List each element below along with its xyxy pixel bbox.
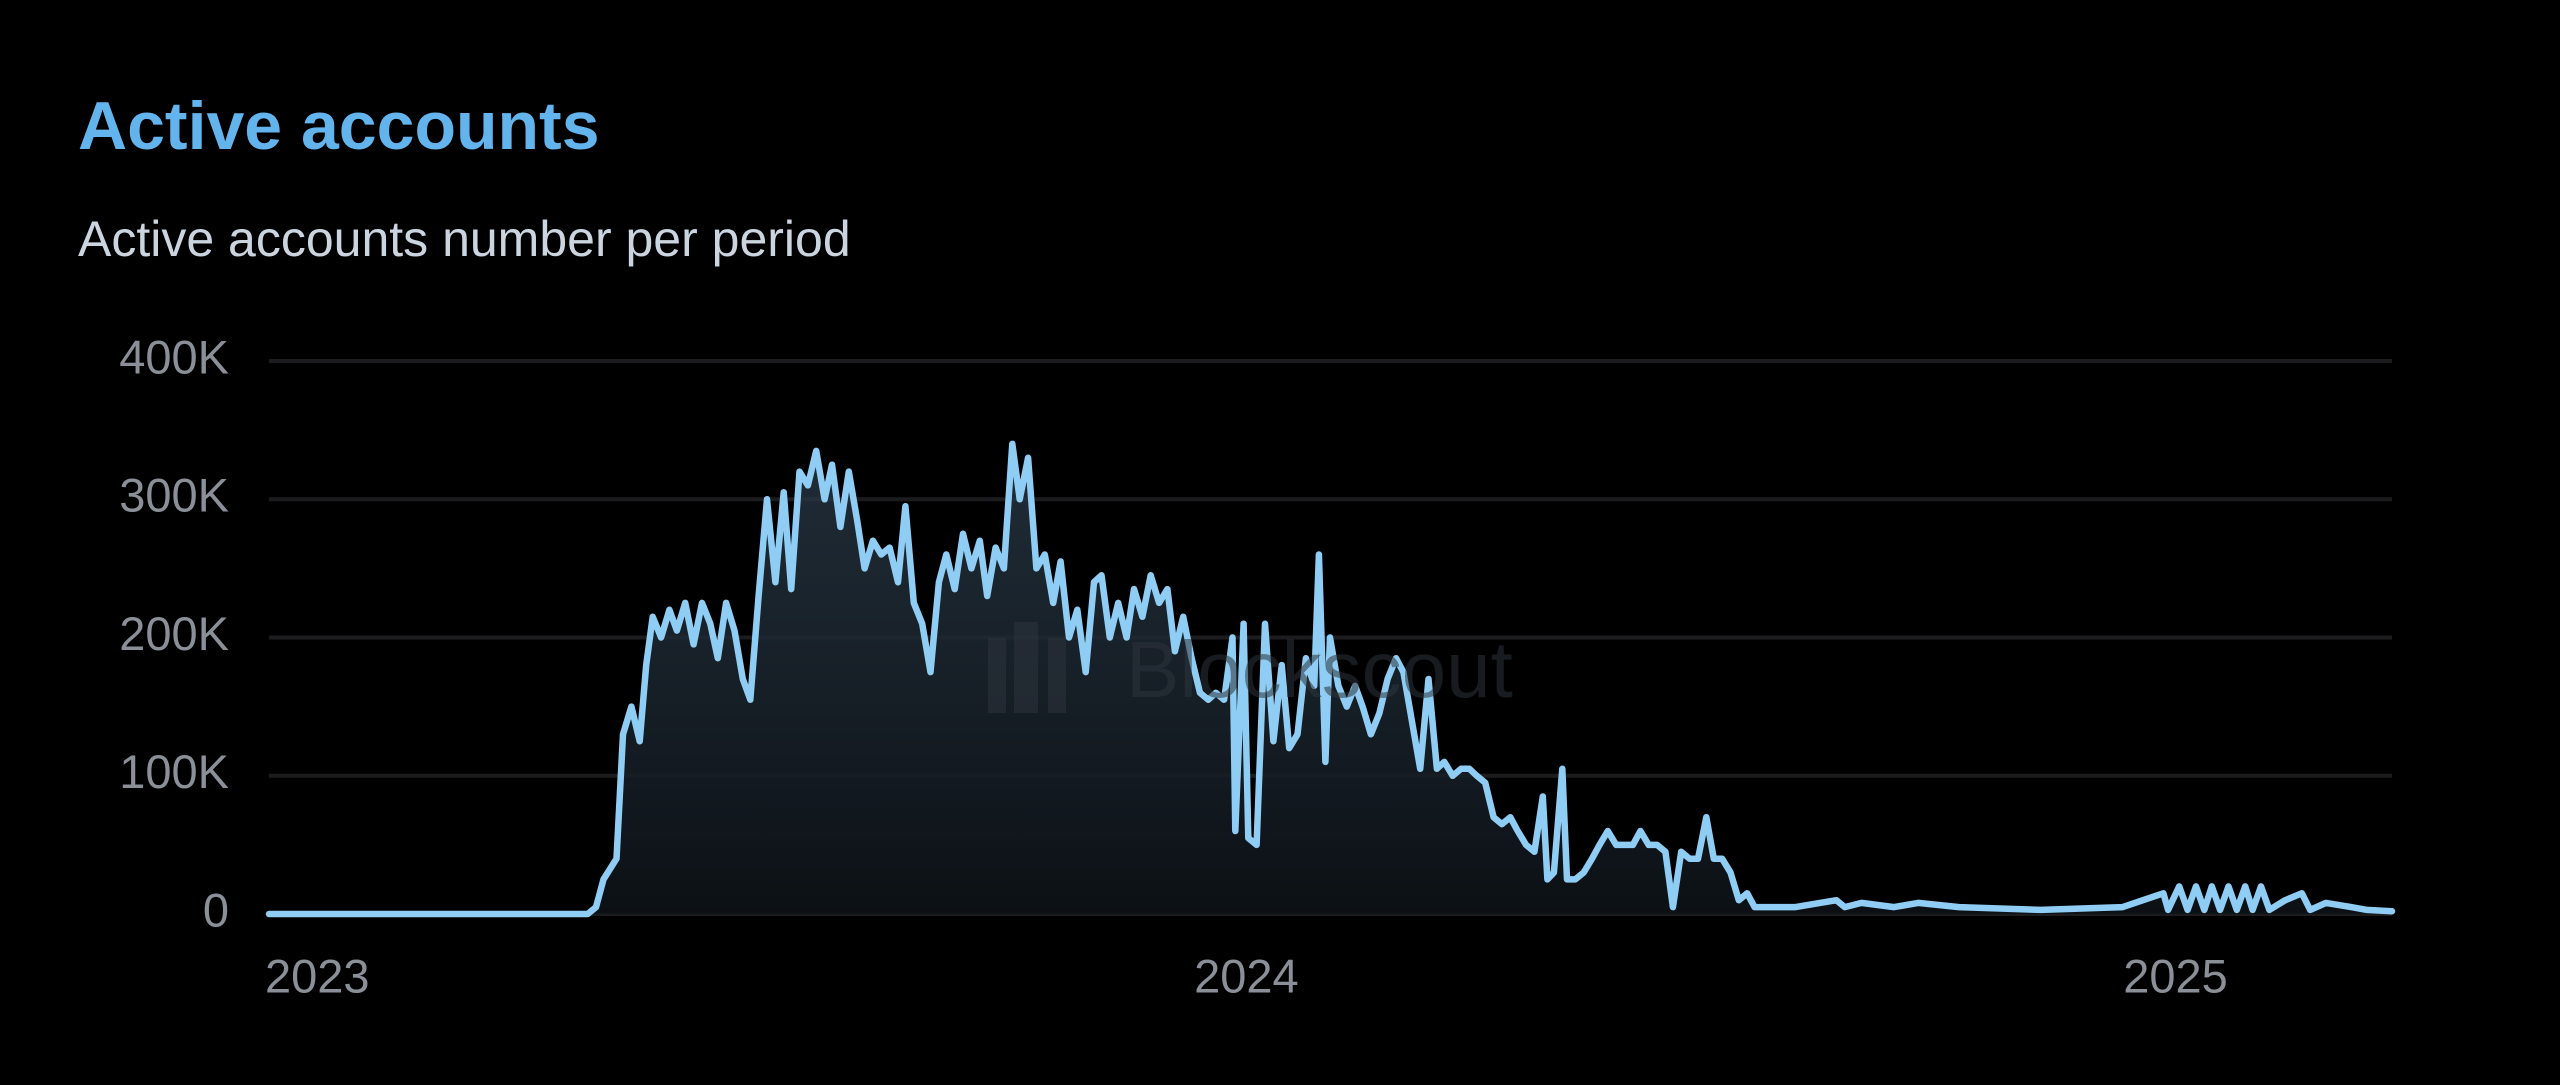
watermark-text: Blockscout [1126, 625, 1513, 714]
y-tick-label: 400K [119, 330, 229, 383]
y-tick-label: 200K [119, 607, 229, 660]
y-tick-label: 300K [119, 469, 229, 522]
watermark-icon [1048, 638, 1066, 713]
x-tick-label: 2023 [265, 949, 370, 1002]
chart-subtitle: Active accounts number per period [78, 211, 851, 267]
y-tick-label: 0 [203, 883, 229, 936]
line [265, 440, 2396, 918]
x-tick-label: 2025 [2123, 949, 2228, 1002]
watermark-icon [1014, 622, 1038, 713]
x-tick-label: 2024 [1194, 949, 1299, 1002]
grid: 0 100K 200K 300K 400K 2023 2024 2025 [119, 330, 2392, 1002]
chart-title: Active accounts [78, 88, 600, 164]
watermark: Blockscout [988, 622, 1513, 714]
y-tick-label: 100K [119, 745, 229, 798]
watermark-icon [988, 638, 1006, 713]
plot [265, 440, 2396, 918]
